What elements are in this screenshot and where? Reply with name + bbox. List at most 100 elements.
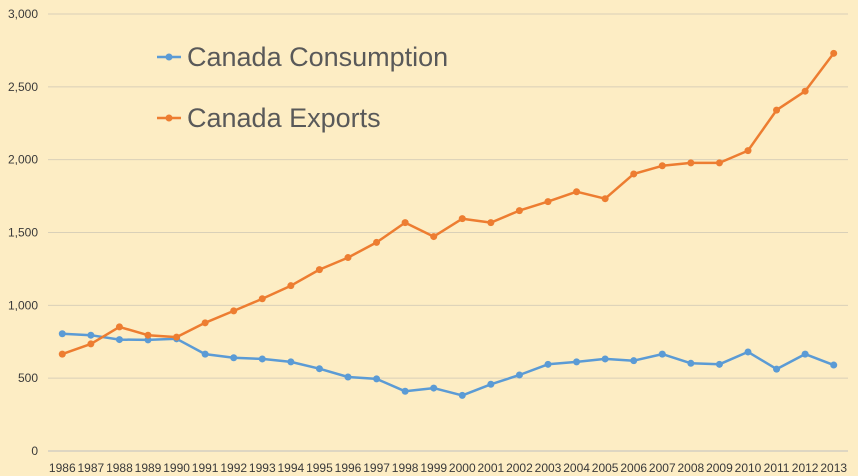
data-point bbox=[373, 238, 381, 246]
series-1 bbox=[58, 49, 838, 358]
series-line bbox=[61, 52, 835, 356]
x-tick-label: 1993 bbox=[249, 461, 276, 475]
data-point bbox=[115, 336, 123, 344]
y-tick-label: 500 bbox=[18, 371, 38, 385]
y-tick-label: 3,000 bbox=[8, 7, 38, 21]
data-point bbox=[344, 254, 352, 262]
data-point bbox=[201, 319, 209, 327]
x-tick-label: 1995 bbox=[306, 461, 333, 475]
data-point bbox=[430, 233, 438, 241]
x-tick-label: 2008 bbox=[678, 461, 705, 475]
legend-label: Canada Consumption bbox=[187, 42, 448, 72]
data-point bbox=[87, 340, 95, 348]
y-tick-label: 2,500 bbox=[8, 80, 38, 94]
data-point bbox=[315, 365, 323, 373]
data-point bbox=[515, 371, 523, 379]
data-point bbox=[258, 355, 266, 363]
x-tick-label: 1989 bbox=[135, 461, 162, 475]
x-tick-label: 2004 bbox=[563, 461, 590, 475]
data-point bbox=[801, 350, 809, 358]
data-point bbox=[573, 188, 581, 196]
data-point bbox=[230, 354, 238, 362]
data-point bbox=[715, 159, 723, 167]
data-point bbox=[430, 384, 438, 392]
legend-label: Canada Exports bbox=[187, 103, 381, 133]
x-tick-label: 2001 bbox=[478, 461, 505, 475]
data-point bbox=[58, 330, 66, 338]
data-point bbox=[487, 380, 495, 388]
data-point bbox=[287, 358, 295, 366]
data-point bbox=[544, 198, 552, 206]
x-tick-label: 2013 bbox=[820, 461, 847, 475]
data-point bbox=[315, 266, 323, 274]
data-point bbox=[487, 219, 495, 227]
data-point bbox=[373, 375, 381, 383]
data-point bbox=[630, 357, 638, 365]
data-point bbox=[401, 219, 409, 227]
data-point bbox=[658, 350, 666, 358]
data-point bbox=[58, 350, 66, 358]
data-point bbox=[515, 207, 523, 215]
x-tick-label: 1986 bbox=[49, 461, 76, 475]
x-tick-label: 1992 bbox=[220, 461, 247, 475]
data-point bbox=[744, 147, 752, 155]
x-tick-label: 1999 bbox=[420, 461, 447, 475]
data-point bbox=[801, 87, 809, 95]
data-point bbox=[744, 348, 752, 356]
legend-swatch-marker bbox=[165, 53, 173, 61]
data-point bbox=[601, 355, 609, 363]
x-tick-label: 1996 bbox=[335, 461, 362, 475]
x-tick-label: 1991 bbox=[192, 461, 219, 475]
legend: Canada Consumption Canada Exports bbox=[157, 42, 448, 133]
x-tick-label: 1990 bbox=[163, 461, 190, 475]
x-tick-label: 2009 bbox=[706, 461, 733, 475]
y-tick-label: 2,000 bbox=[8, 153, 38, 167]
gridlines bbox=[48, 13, 848, 379]
data-point bbox=[258, 295, 266, 303]
x-tick-label: 1987 bbox=[78, 461, 105, 475]
x-tick-label: 2002 bbox=[506, 461, 533, 475]
x-tick-label: 1997 bbox=[363, 461, 390, 475]
y-tick-label: 1,500 bbox=[8, 226, 38, 240]
x-tick-label: 1988 bbox=[106, 461, 133, 475]
y-tick-label: 0 bbox=[31, 444, 38, 458]
data-point bbox=[687, 159, 695, 167]
x-tick-label: 2000 bbox=[449, 461, 476, 475]
legend-item: Canada Consumption bbox=[157, 42, 448, 72]
series-lines bbox=[58, 49, 838, 399]
legend-item: Canada Exports bbox=[157, 103, 381, 133]
data-point bbox=[830, 361, 838, 369]
data-point bbox=[458, 391, 466, 399]
data-point bbox=[773, 106, 781, 114]
data-point bbox=[287, 282, 295, 290]
data-point bbox=[601, 195, 609, 203]
data-point bbox=[658, 162, 666, 170]
data-point bbox=[87, 331, 95, 339]
data-point bbox=[401, 387, 409, 395]
series-line bbox=[62, 332, 835, 397]
data-point bbox=[687, 359, 695, 367]
x-tick-label: 2003 bbox=[535, 461, 562, 475]
data-point bbox=[458, 215, 466, 223]
data-point bbox=[230, 307, 238, 315]
data-point bbox=[773, 365, 781, 373]
series-0 bbox=[58, 330, 838, 399]
data-point bbox=[715, 360, 723, 368]
x-tick-label: 2011 bbox=[764, 461, 790, 475]
legend-swatch-marker bbox=[165, 114, 173, 122]
x-tick-label: 2005 bbox=[592, 461, 619, 475]
data-point bbox=[830, 49, 838, 57]
x-tick-label: 2007 bbox=[649, 461, 676, 475]
data-point bbox=[201, 350, 209, 358]
data-point bbox=[544, 360, 552, 368]
y-tick-label: 1,000 bbox=[8, 298, 38, 312]
x-tick-label: 1998 bbox=[392, 461, 419, 475]
data-point bbox=[573, 358, 581, 366]
data-point bbox=[344, 373, 352, 381]
data-point bbox=[173, 333, 181, 341]
data-point bbox=[115, 323, 123, 331]
x-tick-label: 2012 bbox=[792, 461, 819, 475]
